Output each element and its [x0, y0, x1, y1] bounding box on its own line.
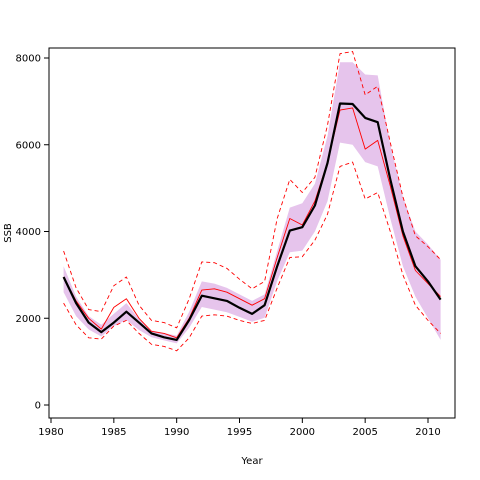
x-tick-label-2005: 2005	[352, 427, 377, 438]
series-line-comparison-upper	[63, 51, 441, 329]
x-axis: 1980 1985 1990 1995 2000 2005 2010	[38, 418, 441, 438]
x-tick-label-1990: 1990	[164, 427, 189, 438]
plot-frame	[48, 47, 456, 419]
series-line-estimate	[62, 102, 442, 341]
y-tick-label-8000: 8000	[16, 54, 41, 65]
confidence-band-layer	[63, 62, 441, 344]
x-axis-label: Year	[240, 456, 263, 467]
x-tick-label-2000: 2000	[290, 427, 315, 438]
y-tick-label-0: 0	[35, 401, 41, 412]
x-tick-label-2010: 2010	[415, 427, 440, 438]
y-axis: 0 2000 4000 6000 8000	[16, 54, 49, 412]
y-tick-label-2000: 2000	[16, 314, 41, 325]
x-tick-label-1995: 1995	[227, 427, 252, 438]
series-lines-layer	[62, 51, 442, 352]
y-tick-label-6000: 6000	[16, 140, 41, 151]
x-tick-label-1980: 1980	[38, 427, 63, 438]
confidence-band	[63, 62, 441, 344]
y-tick-label-4000: 4000	[16, 227, 41, 238]
series-line-comparison-lower	[63, 161, 441, 352]
series-line-comparison	[63, 107, 441, 339]
y-axis-label: SSB	[3, 223, 14, 243]
x-tick-label-1985: 1985	[101, 427, 126, 438]
